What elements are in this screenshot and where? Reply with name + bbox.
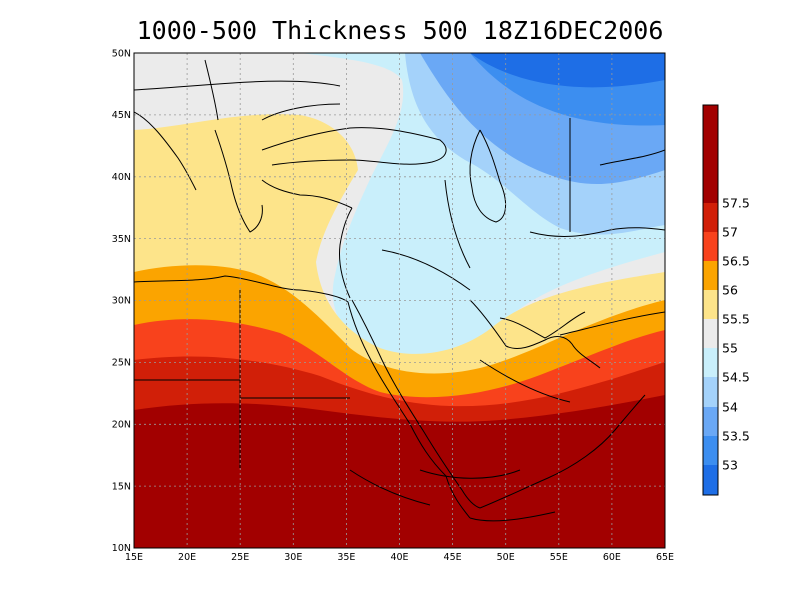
lon-label: 40E <box>390 552 408 563</box>
colorbar-segment <box>703 105 718 203</box>
colorbar-segment <box>703 377 718 407</box>
lat-label: 25N <box>112 358 131 369</box>
colorbar-segment <box>703 261 718 290</box>
colorbar: 53 53.5 54 54.5 55 55.5 56 56.5 57 57.5 <box>702 104 750 496</box>
colorbar-segment <box>703 290 718 319</box>
lon-label: 45E <box>444 552 462 563</box>
colorbar-segment <box>703 203 718 232</box>
lon-label: 60E <box>603 552 621 563</box>
colorbar-label: 53.5 <box>722 429 750 444</box>
colorbar-label: 55.5 <box>722 312 750 327</box>
colorbar-label: 57 <box>722 225 738 240</box>
lat-label: 35N <box>112 234 131 245</box>
lat-label: 50N <box>112 49 131 60</box>
lon-label: 35E <box>337 552 355 563</box>
graticule <box>134 53 665 548</box>
map-frame <box>133 52 666 549</box>
colorbar-label: 54 <box>722 400 738 415</box>
lon-label: 15E <box>125 552 143 563</box>
lat-label: 10N <box>112 543 131 554</box>
colorbar-label: 57.5 <box>722 196 750 211</box>
colorbar-segment <box>703 232 718 261</box>
colorbar-label: 55 <box>722 341 738 356</box>
lat-axis-labels: 10N 15N 20N 25N 30N 35N 40N 45N 50N <box>112 49 131 555</box>
colorbar-label: 56.5 <box>722 254 750 269</box>
colorbar-label: 56 <box>722 283 738 298</box>
colorbar-segment <box>703 436 718 465</box>
lat-label: 20N <box>112 420 131 431</box>
map-title: 1000-500 Thickness 500 18Z16DEC2006 <box>136 16 664 45</box>
lon-label: 20E <box>178 552 196 563</box>
lon-label: 30E <box>284 552 302 563</box>
band-gt57.5 <box>134 395 665 548</box>
map-plot-area <box>134 53 665 548</box>
colorbar-segment <box>703 407 718 436</box>
colorbar-segment <box>703 465 718 495</box>
lon-label: 50E <box>497 552 515 563</box>
colorbar-frame <box>702 104 719 496</box>
colorbar-segment <box>703 319 718 348</box>
lon-axis-labels: 15E 20E 25E 30E 35E 40E 45E 50E 55E 60E … <box>125 552 674 563</box>
colorbar-label: 53 <box>722 458 738 473</box>
lat-label: 40N <box>112 172 131 183</box>
lon-label: 25E <box>231 552 249 563</box>
lat-label: 30N <box>112 296 131 307</box>
lon-label: 65E <box>656 552 674 563</box>
lat-label: 45N <box>112 110 131 121</box>
colorbar-label: 54.5 <box>722 370 750 385</box>
lat-label: 15N <box>112 482 131 493</box>
lon-label: 55E <box>550 552 568 563</box>
colorbar-segment <box>703 348 718 377</box>
